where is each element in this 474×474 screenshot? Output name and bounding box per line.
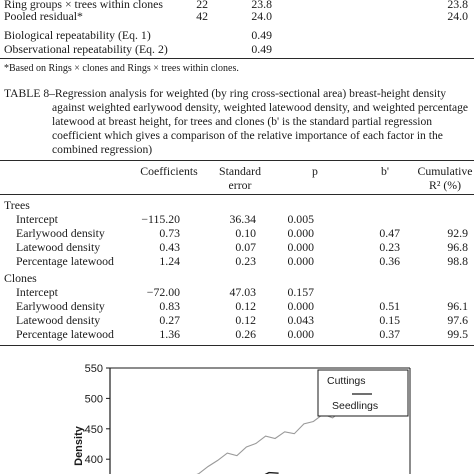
cell-coef: 0.83 [159, 299, 180, 313]
row-df: 42 [196, 9, 208, 23]
row-value: 23.8 [251, 0, 272, 11]
row-value: 24.0 [447, 9, 468, 23]
row-label: Intercept [16, 212, 58, 226]
cell-se: 0.12 [235, 299, 256, 313]
cell-b: 0.15 [379, 313, 400, 327]
cell-p: 0.000 [287, 226, 314, 240]
legend-label-cuttings: Cuttings [327, 375, 366, 387]
header-standard: Standard [219, 164, 261, 178]
table-rule-top [0, 160, 474, 161]
legend-label-seedlings: Seedlings [332, 400, 378, 412]
cell-b: 0.37 [379, 327, 400, 341]
cell-b: 0.47 [379, 226, 400, 240]
cell-se: 0.26 [235, 327, 256, 341]
cell-coef: 0.43 [159, 240, 180, 254]
cell-cum: 92.9 [447, 226, 468, 240]
cell-coef: 1.36 [159, 327, 180, 341]
row-label: Latewood density [16, 240, 101, 254]
caption-line: against weighted earlywood density, weig… [52, 100, 469, 114]
y-tick-label: 550 [85, 363, 103, 375]
table8-label: TABLE 8– [4, 87, 55, 100]
cell-p: 0.157 [287, 285, 314, 299]
table-rule [0, 58, 474, 59]
caption-line: coefficient which gives a comparison of … [52, 128, 443, 142]
cell-b: 0.23 [379, 240, 400, 254]
y-tick-label: 500 [85, 393, 103, 405]
repeatability-value: 0.49 [251, 28, 272, 42]
row-label: Earlywood density [16, 226, 105, 240]
cell-p: 0.000 [287, 254, 314, 268]
caption-line: latewood at breast height, for trees and… [52, 114, 433, 128]
table-footnote: *Based on Rings × clones and Rings × tre… [4, 63, 239, 74]
cell-coef: 0.27 [159, 313, 180, 327]
cell-se: 36.34 [229, 212, 256, 226]
cell-p: 0.043 [287, 313, 314, 327]
cell-se: 0.07 [235, 240, 256, 254]
header-b: b' [380, 164, 390, 178]
cell-se: 0.10 [235, 226, 256, 240]
row-label: Latewood density [16, 313, 101, 327]
header-coefficients: Coefficients [140, 164, 198, 178]
caption-line: combined regression) [52, 142, 153, 156]
row-value: 23.8 [447, 0, 468, 11]
cell-se: 47.03 [229, 285, 256, 299]
y-tick-label: 400 [85, 454, 103, 466]
cell-p: 0.000 [287, 299, 314, 313]
cell-b: 0.36 [379, 254, 400, 268]
row-label: Pooled residual* [4, 9, 83, 23]
repeatability-label: Biological repeatability (Eq. 1) [4, 28, 151, 42]
header-error: error [228, 178, 252, 192]
cell-cum: 98.8 [447, 254, 468, 268]
cell-se: 0.23 [235, 254, 256, 268]
cell-cum: 99.5 [447, 327, 468, 341]
caption-line: Regression analysis for weighted (by rin… [54, 87, 447, 100]
row-label: Intercept [16, 285, 58, 299]
cell-coef: −72.00 [146, 285, 180, 299]
row-label: Earlywood density [16, 299, 105, 313]
table-rule-bottom [0, 345, 474, 346]
cell-p: 0.005 [287, 212, 314, 226]
cell-coef: 1.24 [159, 254, 180, 268]
row-value: 24.0 [251, 9, 272, 23]
cell-p: 0.000 [287, 240, 314, 254]
cell-p: 0.000 [287, 327, 314, 341]
row-df: 22 [196, 0, 208, 11]
cell-cum: 96.1 [447, 299, 468, 313]
header-cumulative: Cumulative [417, 164, 473, 178]
header-r2: R² (%) [428, 178, 462, 192]
row-label: Ring groups × trees within clones [4, 0, 164, 11]
cell-se: 0.12 [235, 313, 256, 327]
group-label-clones: Clones [4, 271, 37, 285]
group-label-trees: Trees [4, 198, 30, 212]
cell-coef: 0.73 [159, 226, 180, 240]
cell-coef: −115.20 [141, 212, 180, 226]
table8-caption: TABLE 8–Regression analysis for weighted… [4, 87, 472, 157]
cell-b: 0.51 [379, 299, 400, 313]
y-tick-label: 450 [85, 424, 103, 436]
legend-box [317, 369, 409, 417]
cell-cum: 97.6 [447, 313, 468, 327]
repeatability-value: 0.49 [251, 42, 272, 56]
y-axis-label: Density [73, 425, 85, 466]
cell-cum: 96.8 [447, 240, 468, 254]
table-rule-header [0, 194, 474, 195]
row-label: Percentage latewood [16, 254, 114, 268]
row-label: Percentage latewood [16, 327, 114, 341]
header-p: p [312, 164, 318, 178]
repeatability-label: Observational repeatability (Eq. 2) [4, 42, 168, 56]
